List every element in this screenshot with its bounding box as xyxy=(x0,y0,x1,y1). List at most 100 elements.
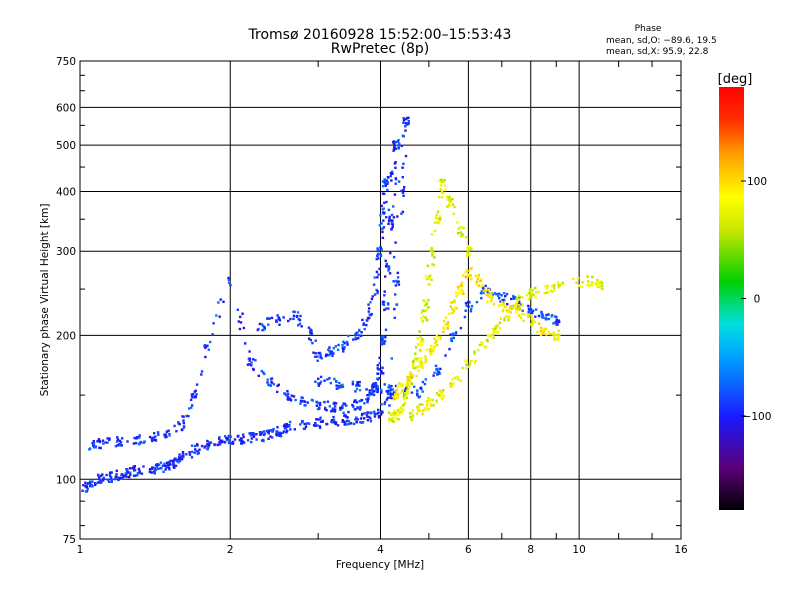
echo-point xyxy=(416,405,419,409)
echo-point xyxy=(442,394,445,398)
echo-point xyxy=(341,419,344,422)
echo-point xyxy=(436,210,440,213)
echo-point xyxy=(505,315,508,319)
echo-point xyxy=(434,364,438,367)
echo-point xyxy=(391,221,394,224)
echo-point xyxy=(151,467,154,470)
echo-point xyxy=(164,468,167,471)
echo-point xyxy=(383,342,386,345)
echo-point xyxy=(157,433,160,436)
echo-point xyxy=(278,434,281,437)
echo-point xyxy=(470,247,473,250)
echo-point xyxy=(388,215,391,219)
echo-point xyxy=(426,403,429,406)
echo-point xyxy=(475,280,479,283)
echo-point xyxy=(374,384,378,388)
echo-point xyxy=(381,338,385,341)
echo-point xyxy=(381,192,385,195)
echo-point xyxy=(89,447,92,450)
echo-point xyxy=(385,265,388,268)
echo-point xyxy=(388,386,392,389)
echo-point xyxy=(447,312,451,315)
echo-point xyxy=(368,316,371,320)
echo-point xyxy=(457,228,460,231)
echo-point xyxy=(516,300,519,303)
echo-point xyxy=(382,226,386,229)
echo-point xyxy=(101,439,105,442)
echo-point xyxy=(164,436,167,439)
echo-point xyxy=(120,444,123,447)
echo-point xyxy=(100,481,103,484)
echo-point xyxy=(355,421,358,424)
echo-point xyxy=(435,334,438,338)
echo-point xyxy=(252,435,256,438)
echo-point xyxy=(237,320,240,323)
echo-point xyxy=(372,393,376,397)
echo-point xyxy=(204,445,207,448)
echo-point xyxy=(315,400,318,403)
echo-point xyxy=(333,405,337,408)
echo-point xyxy=(425,308,429,311)
x-tick-label: 1 xyxy=(77,544,84,556)
echo-point xyxy=(594,282,598,285)
echo-point xyxy=(194,395,198,399)
echo-point xyxy=(347,334,350,338)
echo-point xyxy=(443,188,447,192)
echo-point xyxy=(188,453,192,456)
echo-point xyxy=(330,409,334,412)
echo-point xyxy=(236,308,239,311)
echo-point xyxy=(529,296,533,300)
echo-point xyxy=(477,284,481,287)
echo-point xyxy=(248,357,252,360)
echo-point xyxy=(396,271,399,275)
echo-point xyxy=(285,394,288,397)
echo-point xyxy=(390,213,394,217)
echo-point xyxy=(429,249,433,252)
echo-point xyxy=(432,349,435,353)
echo-point xyxy=(365,319,368,322)
echo-point xyxy=(378,267,381,271)
echo-point xyxy=(351,383,355,386)
echo-point xyxy=(339,406,342,409)
echo-point xyxy=(173,466,176,469)
echo-point xyxy=(240,442,243,445)
echo-point xyxy=(330,419,334,422)
echo-point xyxy=(410,376,414,379)
echo-point xyxy=(539,333,543,337)
echo-point xyxy=(541,313,545,317)
echo-point xyxy=(108,437,111,440)
echo-point xyxy=(188,451,191,454)
echo-point xyxy=(385,179,389,182)
echo-point xyxy=(171,462,175,466)
echo-point xyxy=(418,330,421,333)
echo-point xyxy=(320,357,324,360)
echo-point xyxy=(498,321,502,324)
echo-point xyxy=(525,294,529,297)
echo-point xyxy=(424,355,427,358)
echo-point xyxy=(464,309,467,312)
echo-point xyxy=(222,300,225,303)
echo-point xyxy=(153,466,156,470)
echo-point xyxy=(404,129,407,132)
echo-point xyxy=(452,309,456,312)
echo-point xyxy=(542,327,545,330)
echo-point xyxy=(437,217,441,220)
echo-point xyxy=(307,337,311,340)
echo-point xyxy=(387,389,390,392)
echo-point xyxy=(379,253,382,256)
colorbar-tick-label: −100 xyxy=(743,411,772,423)
echo-point xyxy=(228,438,232,442)
echo-point xyxy=(319,420,323,423)
echo-point xyxy=(343,423,346,426)
echo-point xyxy=(440,178,443,181)
echo-point xyxy=(378,224,381,227)
echo-point xyxy=(393,144,396,148)
echo-point xyxy=(302,427,306,430)
echo-point xyxy=(228,441,232,444)
echo-point xyxy=(99,446,102,450)
echo-point xyxy=(345,404,348,407)
echo-point xyxy=(517,307,520,310)
echo-point xyxy=(374,382,377,385)
echo-point xyxy=(394,166,397,169)
echo-point xyxy=(239,315,242,319)
